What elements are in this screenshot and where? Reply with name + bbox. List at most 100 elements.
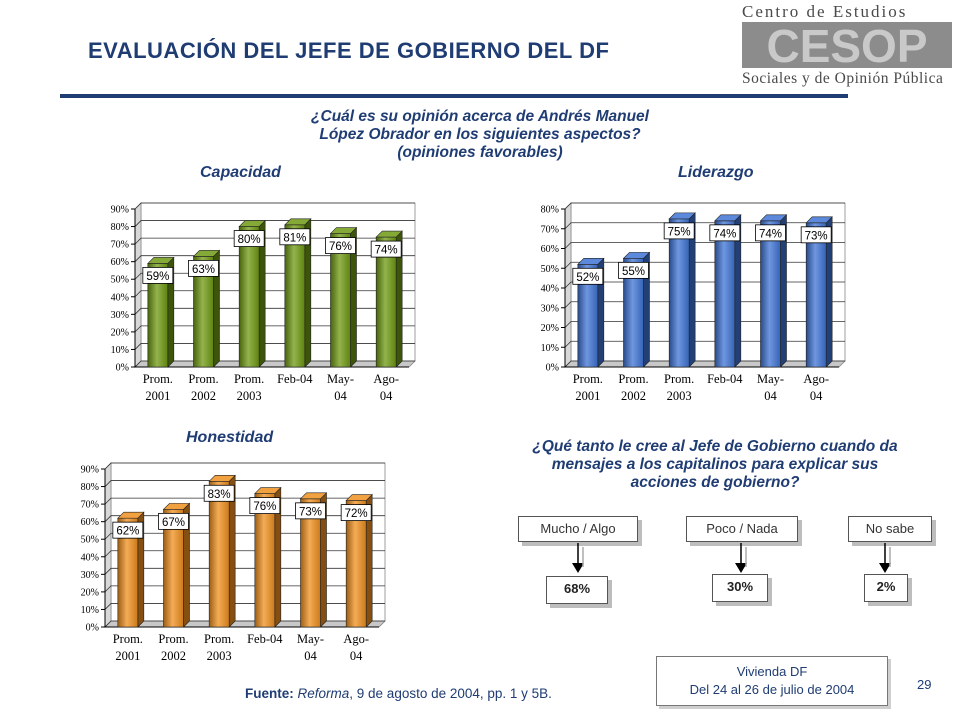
main-question: ¿Cuál es su opinión acerca de Andrés Man… <box>245 108 715 162</box>
survey-note-line-1: Vivienda DF <box>736 664 808 679</box>
bar <box>805 216 833 368</box>
gridline <box>564 261 845 269</box>
gridline <box>104 515 385 522</box>
gridline <box>134 343 415 350</box>
gridline <box>134 255 415 262</box>
second-question-line-2: mensajes a los capitalinos para explicar… <box>551 456 879 473</box>
main-question-line-3: (opiniones favorables) <box>397 144 563 161</box>
arrow-down-icon <box>735 543 747 573</box>
bar <box>714 214 742 368</box>
x-tick-label: 04 <box>810 389 823 403</box>
y-tick-label: 20% <box>541 323 559 334</box>
x-tick-label: Prom. <box>234 372 264 386</box>
data-label: 72% <box>340 504 372 521</box>
y-tick-label: 30% <box>81 570 99 581</box>
y-tick-label: 50% <box>81 535 99 546</box>
y-tick-label: 20% <box>81 587 99 598</box>
logo-mark: CESOP <box>742 22 952 68</box>
y-tick-label: 80% <box>111 222 129 233</box>
svg-text:76%: 76% <box>329 241 352 253</box>
data-label: 67% <box>158 512 189 530</box>
svg-text:80%: 80% <box>238 234 261 246</box>
gridline <box>564 242 845 249</box>
x-tick-label: Prom. <box>573 372 603 386</box>
svg-text:62%: 62% <box>116 526 139 538</box>
plot-back-wall <box>110 462 386 622</box>
gridline <box>564 222 845 230</box>
bar <box>759 214 788 368</box>
x-tick-label: Prom. <box>664 372 694 386</box>
x-tick-label: Ago- <box>343 632 369 646</box>
x-tick-label: Prom. <box>618 372 648 386</box>
response-value-box: 68% <box>546 576 608 604</box>
svg-text:81%: 81% <box>283 232 306 244</box>
bar <box>345 493 373 628</box>
y-tick-label: 80% <box>81 482 99 493</box>
y-tick-label: 70% <box>541 224 559 235</box>
bar <box>147 256 175 368</box>
x-tick-label: 2001 <box>145 389 170 403</box>
x-tick-label: Feb-04 <box>707 372 743 386</box>
gridline <box>564 321 845 328</box>
svg-text:73%: 73% <box>299 506 322 518</box>
y-tick-label: 90% <box>111 205 129 216</box>
data-label: 74% <box>755 224 786 242</box>
gridline <box>564 301 845 309</box>
bar <box>162 502 191 628</box>
y-tick-label: 20% <box>111 327 129 338</box>
y-tick-label: 30% <box>541 303 559 314</box>
plot-side-wall <box>104 462 112 628</box>
gridline <box>564 281 845 289</box>
data-label: 62% <box>112 521 144 539</box>
main-question-line-2: López Obrador en los siguientes aspectos… <box>319 126 641 143</box>
data-label: 76% <box>249 497 281 514</box>
y-tick-label: 50% <box>111 275 129 286</box>
y-tick-label: 60% <box>111 257 129 268</box>
y-tick-label: 60% <box>541 244 559 255</box>
response-label-box: Poco / Nada <box>686 516 798 542</box>
x-tick-label: Prom. <box>143 372 173 386</box>
svg-text:59%: 59% <box>146 271 169 283</box>
gridline <box>134 290 415 298</box>
chart-title-honestidad: Honestidad <box>186 429 274 446</box>
plot-floor <box>134 360 416 368</box>
gridline <box>104 532 385 540</box>
bar <box>238 219 266 368</box>
plot-side-wall <box>134 202 142 368</box>
gridline <box>134 237 415 245</box>
bar <box>284 218 312 368</box>
gridline <box>134 360 415 368</box>
bar <box>299 492 328 628</box>
svg-text:76%: 76% <box>253 501 276 513</box>
source-details: , 9 de agosto de 2004, pp. 1 y 5B. <box>349 686 552 701</box>
x-tick-label: 04 <box>764 389 777 403</box>
gridline <box>564 340 845 348</box>
y-tick-label: 0% <box>86 623 99 634</box>
second-question-line-3: acciones de gobierno? <box>630 474 800 491</box>
bar <box>375 230 403 368</box>
liderazgo-bar-chart: 0% 10% 20% 30% 40% 50% 60% 70% 80% 52% Prom. 2001 55… <box>541 202 846 403</box>
bar <box>192 249 221 368</box>
gridline <box>104 567 385 575</box>
x-tick-label: 2001 <box>575 389 600 403</box>
bar <box>329 226 358 368</box>
y-tick-label: 10% <box>541 343 559 354</box>
x-tick-label: Prom. <box>113 632 143 646</box>
data-label: 52% <box>572 267 604 285</box>
logo-top-text: Centro de Estudios <box>742 2 908 21</box>
x-tick-label: Ago- <box>803 372 829 386</box>
y-tick-label: 0% <box>546 363 559 374</box>
y-tick-label: 70% <box>111 240 129 251</box>
logo-mark-text: CESOP <box>766 22 927 68</box>
x-tick-label: 2003 <box>667 389 692 403</box>
plot-back-wall <box>140 202 416 362</box>
x-tick-label: 2002 <box>191 389 216 403</box>
data-label: 74% <box>370 240 402 258</box>
gridline <box>134 307 415 315</box>
gridline <box>104 462 385 470</box>
x-tick-label: Prom. <box>158 632 188 646</box>
data-label: 55% <box>618 261 649 279</box>
bar <box>254 486 282 628</box>
y-tick-label: 10% <box>81 605 99 616</box>
data-label: 74% <box>709 224 741 242</box>
